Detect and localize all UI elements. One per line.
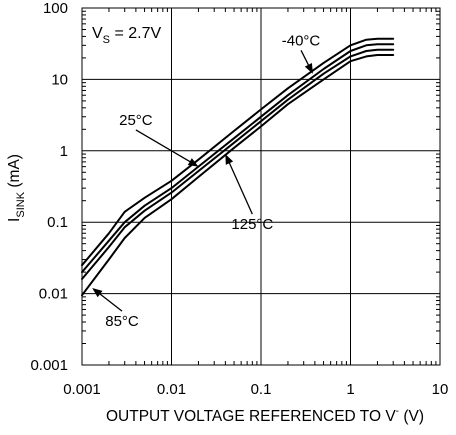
annotation: 25°C [119, 112, 199, 167]
annotation-arrow-line [135, 129, 194, 165]
x-axis-label-main: OUTPUT VOLTAGE REFERENCED TO V [106, 408, 396, 425]
annotation-label: 85°C [105, 313, 139, 330]
series-line [81, 43, 395, 274]
annotations: -40°C 25°C 125°C 85°C [92, 32, 320, 330]
y-tick-labels: 100 10 1 0.1 0.01 0.001 [30, 0, 68, 374]
x-tick-labels: 0.001 0.01 0.1 1 10 [63, 381, 448, 398]
condition-tail: = 2.7V [110, 25, 161, 42]
x-axis-label: OUTPUT VOLTAGE REFERENCED TO V- (V) [106, 406, 424, 425]
annotation: 85°C [92, 287, 139, 330]
x-tick-label: 0.01 [157, 381, 186, 398]
y-tick-label: 0.01 [39, 286, 68, 303]
x-tick-label: 1 [346, 381, 354, 398]
x-axis-label-sup: - [396, 406, 399, 417]
x-tick-label: 10 [432, 381, 449, 398]
annotation-label: 25°C [119, 112, 153, 129]
x-tick-label: 0.1 [251, 381, 272, 398]
y-axis-label: ISINK (mA) [6, 154, 27, 222]
condition-sub: S [103, 34, 110, 46]
series-line [81, 37, 395, 267]
plot-frame [81, 7, 441, 366]
annotation: -40°C [282, 32, 321, 74]
y-axis-label-sub: SINK [15, 191, 27, 217]
annotation-arrowhead [187, 158, 199, 167]
series-line [81, 54, 395, 297]
x-tick-label: 0.001 [63, 381, 101, 398]
annotation-arrowhead [92, 287, 103, 298]
series-lines [81, 37, 395, 297]
annotation-arrow-line [96, 291, 123, 312]
condition-label: VS = 2.7V [92, 25, 161, 46]
annotation-arrowhead [225, 154, 234, 165]
annotation-arrow-line [227, 159, 253, 215]
annotation-label: -40°C [282, 32, 321, 49]
annotation-label: 125°C [231, 216, 273, 233]
y-tick-label: 10 [51, 71, 68, 88]
x-axis-label-tail: (V) [399, 408, 424, 425]
series-line [81, 48, 395, 280]
y-axis-label-main: I [6, 218, 23, 222]
annotation-arrowhead [304, 63, 313, 74]
y-tick-label: 0.001 [30, 357, 68, 374]
y-tick-label: 0.1 [47, 214, 68, 231]
y-axis-label-tail: (mA) [6, 154, 23, 192]
y-tick-label: 1 [60, 143, 68, 160]
annotation: 125°C [225, 154, 273, 233]
grid [81, 7, 441, 366]
condition-main: V [92, 25, 103, 42]
y-tick-label: 100 [43, 0, 68, 17]
